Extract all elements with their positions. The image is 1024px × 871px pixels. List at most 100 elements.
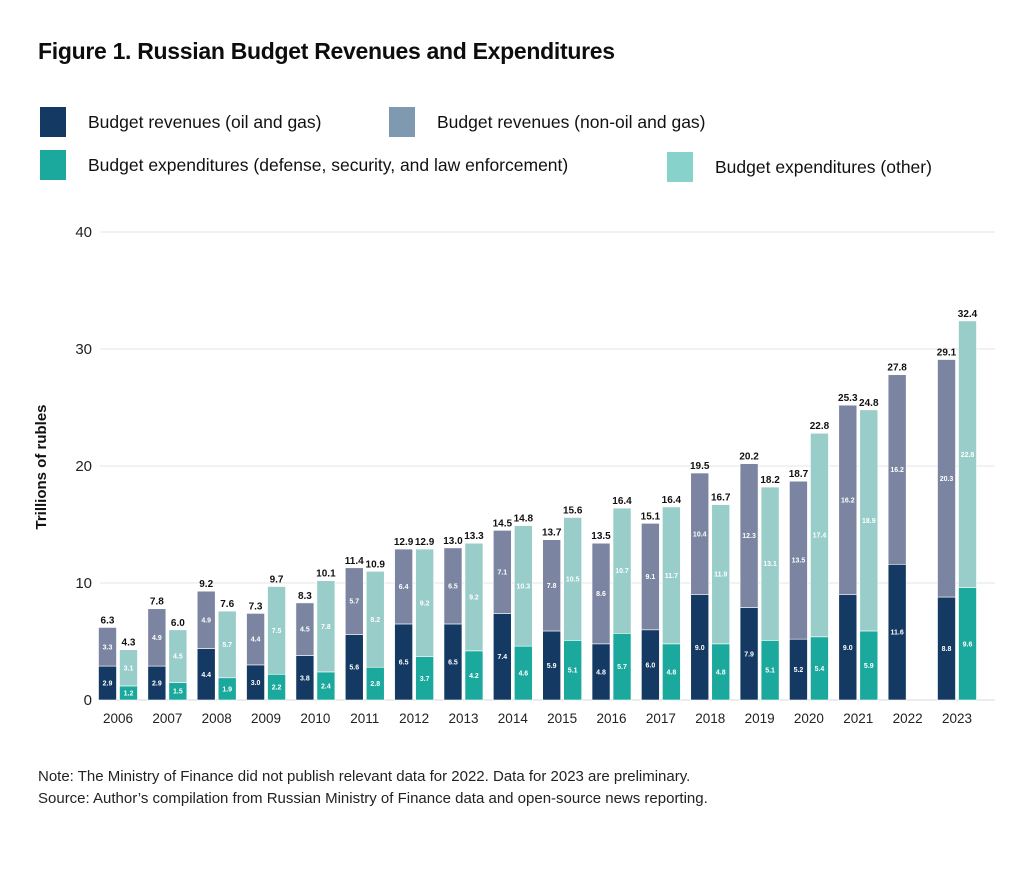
segment-value-label: 11.9: [714, 572, 727, 579]
y-tick-label: 40: [75, 224, 92, 241]
bar-rev-non-oil-gas: [98, 627, 117, 667]
bar-total-label: 16.7: [711, 493, 731, 504]
x-tick-label: 2020: [794, 711, 824, 726]
y-axis-title: Trillions of rubles: [33, 404, 50, 529]
bar-total-label: 29.1: [937, 348, 957, 359]
bar-total-label: 27.8: [887, 363, 907, 374]
segment-value-label: 11.7: [665, 573, 678, 580]
bar-exp-other: [612, 507, 632, 634]
y-tick-label: 10: [75, 575, 92, 592]
segment-value-label: 11.6: [891, 630, 904, 637]
segment-value-label: 5.6: [349, 665, 359, 672]
bar-exp-other: [316, 580, 336, 673]
bar-exp-other: [415, 548, 434, 658]
segment-value-label: 8.8: [942, 646, 952, 653]
segment-value-label: 4.2: [469, 673, 479, 680]
bar-total-label: 20.2: [739, 452, 759, 463]
legend-label: Budget revenues (oil and gas): [88, 111, 322, 132]
segment-value-label: 13.1: [763, 561, 777, 568]
bar-exp-other: [859, 409, 879, 632]
bar-rev-non-oil-gas: [493, 530, 512, 614]
bar-total-label: 25.3: [838, 393, 858, 404]
segment-value-label: 5.9: [547, 663, 557, 670]
legend-swatch-rev-oil-gas: [40, 107, 66, 137]
bar-total-label: 6.3: [101, 615, 115, 626]
bar-total-label: 16.4: [662, 495, 682, 506]
x-tick-label: 2022: [893, 711, 923, 726]
segment-value-label: 16.2: [890, 467, 904, 474]
segment-value-label: 5.1: [568, 668, 578, 675]
x-tick-label: 2021: [843, 711, 873, 726]
legend-label: Budget revenues (non-oil and gas): [437, 111, 706, 132]
bar-total-label: 18.2: [760, 475, 780, 486]
x-tick-label: 2023: [942, 711, 972, 726]
bar-total-label: 15.6: [563, 505, 583, 516]
bar-exp-other: [662, 506, 681, 645]
bar-exp-other: [514, 525, 533, 647]
segment-value-label: 18.9: [862, 518, 876, 525]
x-tick-label: 2018: [695, 711, 725, 726]
x-tick-label: 2009: [251, 711, 281, 726]
legend-swatch-rev-non-oil-gas: [389, 107, 415, 137]
segment-value-label: 9.0: [843, 645, 853, 652]
bar-total-label: 6.0: [171, 618, 185, 629]
bar-total-label: 13.5: [591, 531, 611, 542]
bar-total-label: 15.1: [641, 511, 661, 522]
y-axis-ticks: 0 10 20 30 40: [75, 224, 92, 709]
segment-value-label: 4.9: [201, 617, 211, 624]
bar-total-label: 22.8: [810, 421, 830, 432]
segment-value-label: 3.1: [124, 665, 134, 672]
bar-rev-non-oil-gas: [591, 542, 611, 645]
chart-source: Source: Author’s compilation from Russia…: [38, 790, 708, 807]
segment-value-label: 2.9: [103, 681, 113, 688]
bar-total-label: 11.4: [345, 556, 364, 567]
segment-value-label: 10.5: [566, 576, 580, 583]
bar-total-label: 7.6: [220, 599, 234, 610]
legend-label: Budget expenditures (defense, security, …: [88, 154, 569, 175]
bar-total-label: 14.8: [514, 514, 534, 525]
bar-total-label: 13.0: [443, 536, 463, 547]
bar-rev-non-oil-gas: [394, 548, 413, 625]
segment-value-label: 4.5: [300, 627, 310, 634]
legend-item-exp-defense: Budget expenditures (defense, security, …: [40, 150, 568, 180]
bar-rev-non-oil-gas: [690, 472, 710, 595]
bar-rev-non-oil-gas: [246, 613, 265, 666]
bar-rev-non-oil-gas: [344, 567, 364, 635]
segment-value-label: 5.4: [815, 666, 825, 673]
bar-total-label: 18.7: [789, 469, 809, 480]
segment-value-label: 4.8: [596, 669, 606, 676]
segment-value-label: 10.7: [615, 568, 629, 575]
bar-total-label: 12.9: [394, 537, 414, 548]
x-tick-label: 2014: [498, 711, 529, 726]
segment-value-label: 6.4: [399, 584, 409, 591]
segment-value-label: 1.5: [173, 689, 183, 696]
segment-value-label: 1.9: [222, 686, 232, 693]
bar-rev-non-oil-gas: [838, 404, 858, 595]
bar-rev-non-oil-gas: [789, 480, 808, 640]
bar-exp-other: [168, 629, 188, 683]
bar-total-label: 12.9: [415, 537, 435, 548]
bar-total-label: 9.2: [199, 579, 213, 590]
bar-total-label: 10.9: [366, 559, 386, 570]
x-tick-label: 2010: [300, 711, 330, 726]
segment-value-label: 9.1: [646, 574, 656, 581]
bar-exp-other: [760, 486, 780, 641]
segment-value-label: 12.3: [742, 533, 756, 540]
x-tick-label: 2016: [597, 711, 627, 726]
segment-value-label: 10.4: [693, 531, 707, 538]
bar-total-label: 24.8: [859, 398, 879, 409]
bar-total-label: 8.3: [298, 591, 312, 602]
bar-total-label: 7.3: [249, 601, 263, 612]
segment-value-label: 3.8: [300, 675, 310, 682]
segment-value-label: 4.6: [518, 671, 528, 678]
segment-value-label: 5.1: [765, 668, 775, 675]
bar-rev-non-oil-gas: [147, 608, 167, 667]
bar-rev-non-oil-gas: [887, 374, 907, 565]
bar-exp-other: [119, 649, 138, 687]
x-tick-label: 2015: [547, 711, 577, 726]
segment-value-label: 4.5: [173, 654, 183, 661]
y-tick-label: 20: [75, 458, 92, 475]
legend-item-rev-oil-gas: Budget revenues (oil and gas): [40, 107, 321, 137]
segment-value-label: 7.8: [321, 624, 331, 631]
segment-value-label: 20.3: [940, 476, 954, 483]
